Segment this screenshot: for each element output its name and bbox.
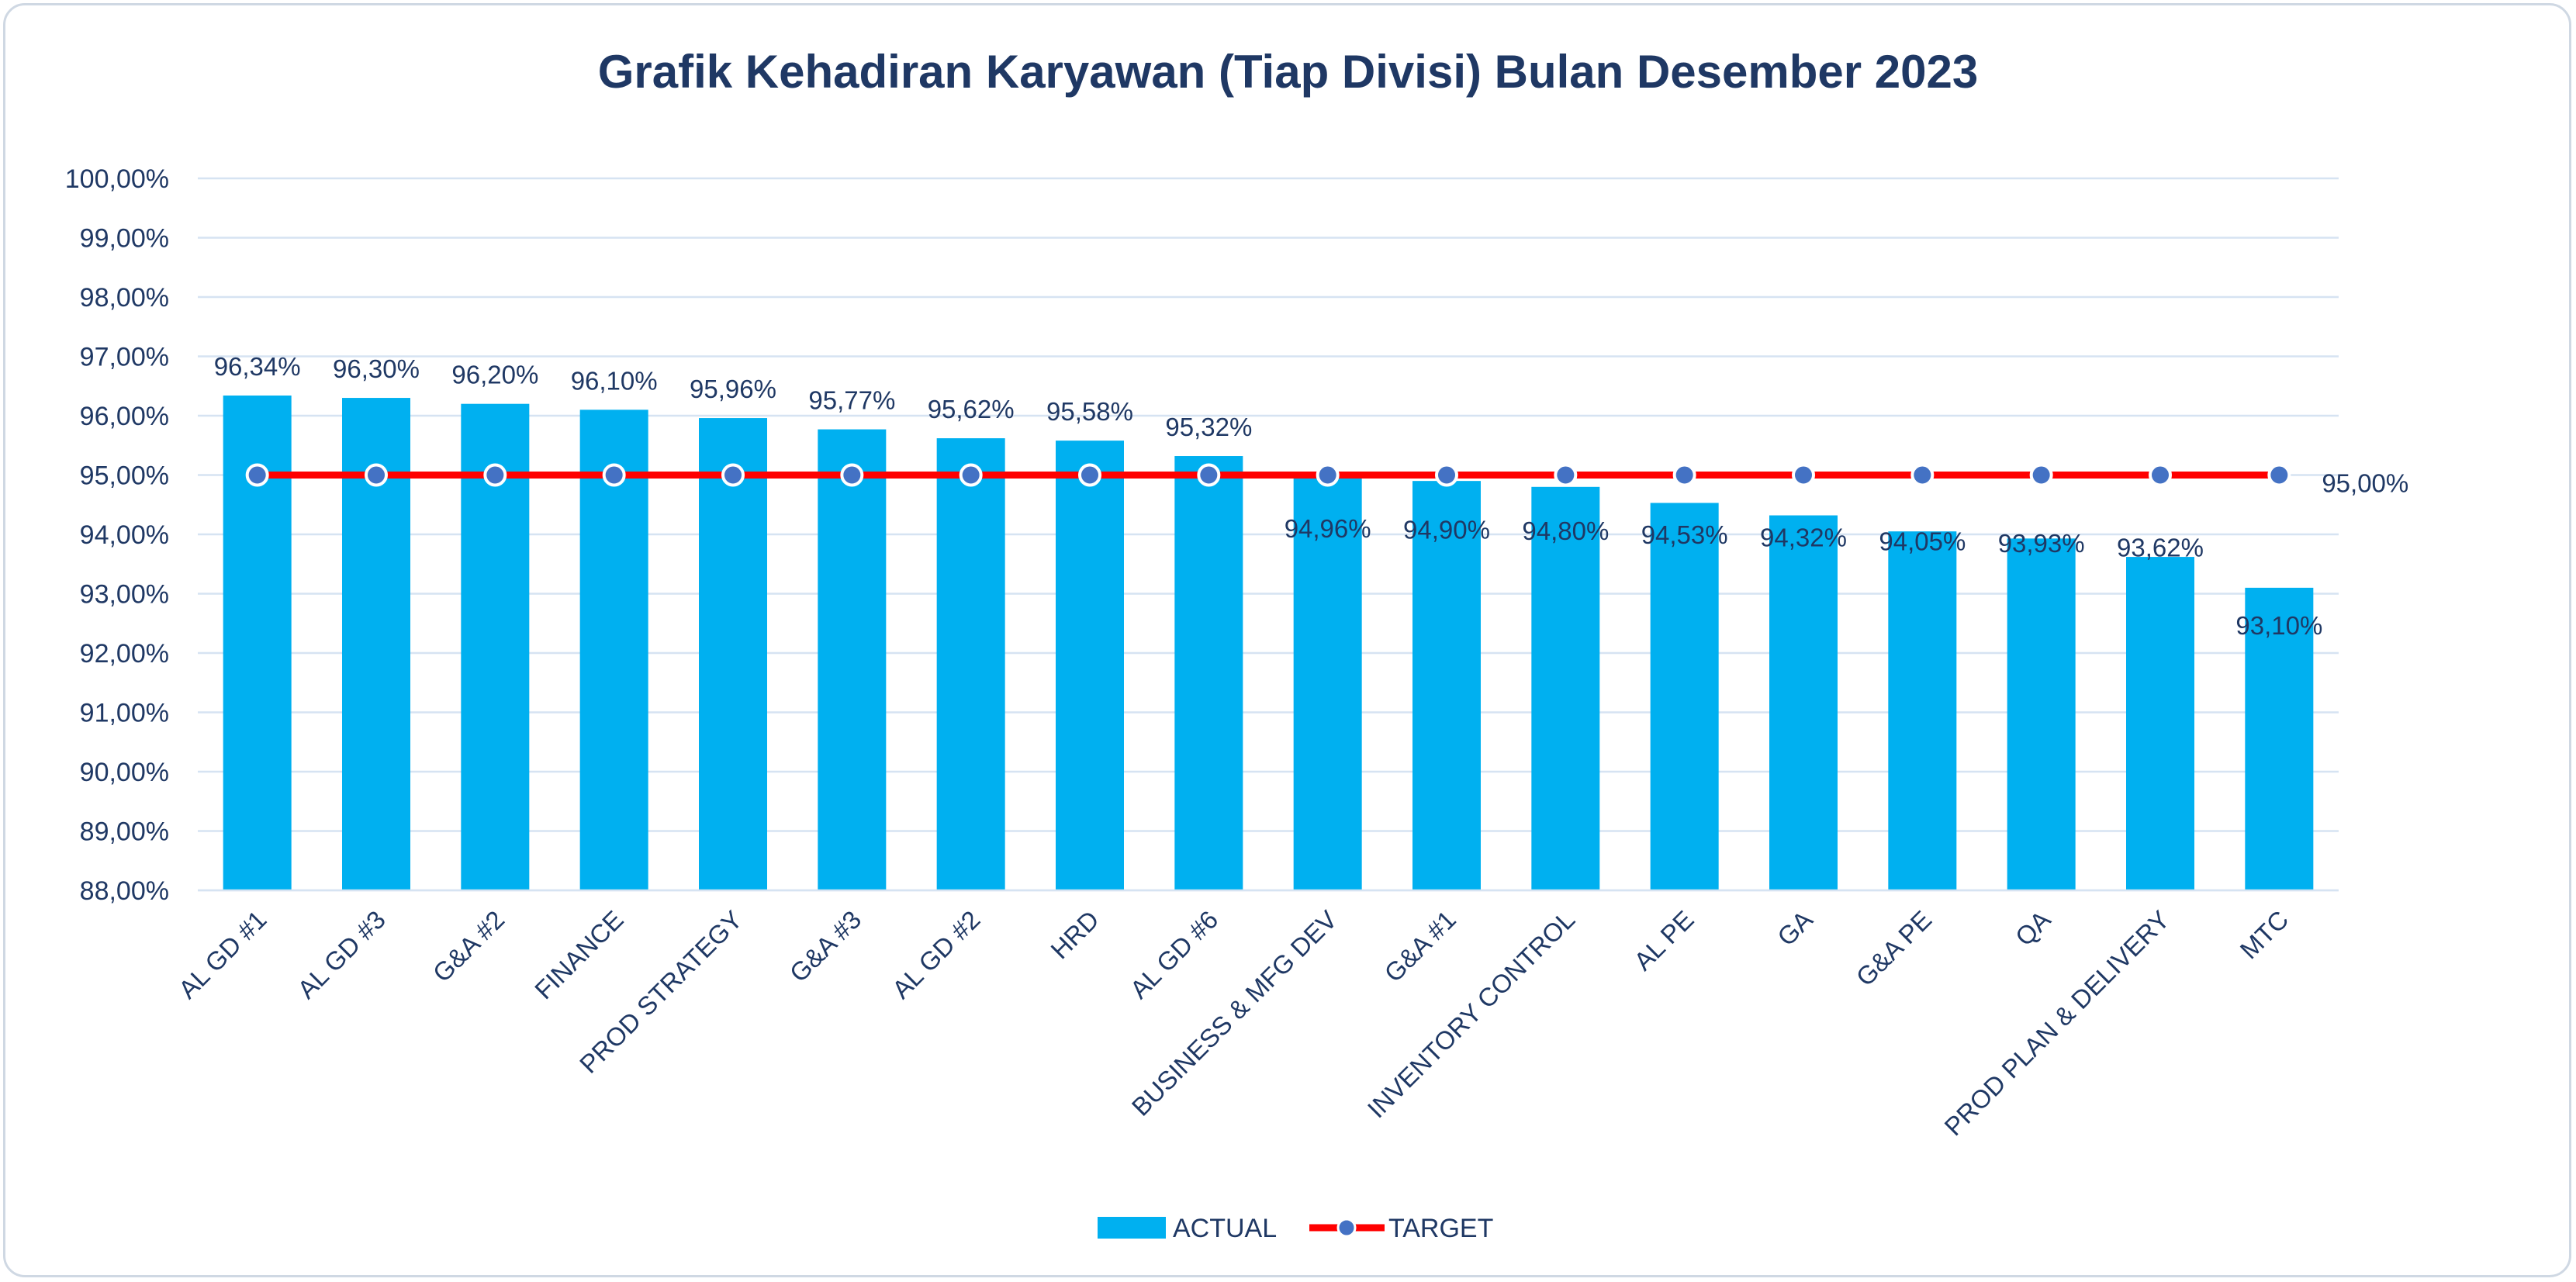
target-marker [721, 463, 745, 487]
y-tick-label: 95,00% [80, 461, 169, 491]
target-end-label: 95,00% [2322, 469, 2408, 498]
bar-data-labels: 96,34% 96,30% 96,20% 96,10% 95,96% 95,77% 95,6… [214, 352, 2323, 640]
bar [1769, 515, 1838, 890]
x-category-label: G&A #2 [427, 905, 510, 988]
bar-data-label: 94,96% [1285, 514, 1371, 543]
x-category-label: G&A #3 [784, 905, 867, 988]
bar [2126, 557, 2194, 890]
legend-label-target: TARGET [1388, 1214, 1493, 1243]
grid-lines [198, 177, 2339, 892]
x-category-label: GA [1772, 905, 1818, 952]
bar-data-label: 94,90% [1403, 515, 1490, 544]
legend: ACTUAL TARGET [1098, 1214, 1493, 1243]
target-marker [1197, 463, 1221, 487]
bar [699, 418, 767, 890]
y-tick-label: 99,00% [80, 224, 169, 254]
bar-data-label: 95,58% [1046, 397, 1133, 426]
x-category-label: FINANCE [529, 905, 629, 1005]
bar-data-label: 96,34% [214, 352, 301, 381]
chart-title: Grafik Kehadiran Karyawan (Tiap Divisi) … [597, 46, 1979, 98]
bar [1293, 477, 1362, 890]
bar [2245, 587, 2314, 890]
bar [579, 409, 648, 890]
target-marker [959, 463, 983, 487]
bar-data-label: 93,62% [2117, 533, 2204, 562]
x-category-label: BUSINESS & MFG DEV [1126, 905, 1343, 1121]
legend-swatch-actual [1098, 1217, 1166, 1239]
bar [818, 429, 887, 890]
bar [1056, 441, 1124, 890]
x-category-label: G&A PE [1851, 905, 1938, 992]
x-category-label: INVENTORY CONTROL [1362, 905, 1581, 1124]
bar-data-label: 94,80% [1522, 517, 1609, 545]
y-tick-label: 89,00% [80, 817, 169, 847]
x-category-label: MTC [2235, 905, 2294, 965]
y-tick-label: 94,00% [80, 520, 169, 550]
y-tick-label: 90,00% [80, 758, 169, 787]
target-marker [2267, 463, 2291, 487]
bar [1650, 503, 1719, 890]
target-marker [1078, 463, 1101, 487]
target-marker [1435, 463, 1458, 487]
x-category-label: AL GD #3 [292, 905, 391, 1004]
x-category-label: HRD [1045, 905, 1105, 965]
target-marker [1554, 463, 1578, 487]
bar-data-label: 93,93% [1998, 529, 2085, 558]
bar [1531, 486, 1600, 890]
target-marker [1672, 463, 1696, 487]
bar-data-label: 96,20% [451, 361, 538, 389]
y-tick-label: 96,00% [80, 402, 169, 431]
target-marker [1910, 463, 1935, 487]
bar-data-label: 94,53% [1641, 520, 1728, 549]
y-tick-label: 98,00% [80, 283, 169, 313]
y-tick-label: 92,00% [80, 639, 169, 669]
bar [1888, 531, 1957, 890]
bar [1412, 481, 1481, 890]
y-axis: 88,00% 89,00% 90,00% 91,00% 92,00% 93,00% 94,0… [65, 164, 169, 906]
target-marker [840, 463, 864, 487]
x-category-label: AL PE [1628, 905, 1699, 976]
target-marker [2029, 463, 2053, 487]
bar [936, 438, 1005, 890]
bar-data-label: 96,30% [333, 354, 420, 383]
x-category-label: QA [2010, 905, 2056, 952]
x-category-label: AL GD #6 [1125, 905, 1224, 1004]
bars-actual [223, 395, 2314, 890]
target-line-series: 95,00% [245, 463, 2408, 498]
y-tick-label: 91,00% [80, 699, 169, 728]
x-category-label: AL GD #1 [173, 905, 272, 1004]
x-category-label: PROD PLAN & DELIVERY [1938, 905, 2175, 1142]
target-marker [2149, 463, 2172, 487]
bar-data-label: 95,96% [690, 375, 776, 403]
y-tick-label: 88,00% [80, 876, 169, 906]
bar-data-label: 94,32% [1760, 524, 1847, 552]
target-marker [1316, 463, 1340, 487]
legend-label-actual: ACTUAL [1173, 1214, 1277, 1243]
target-marker [245, 463, 269, 487]
x-category-label: AL GD #2 [887, 905, 986, 1004]
bar-data-label: 94,05% [1879, 527, 1966, 556]
x-category-label: G&A #1 [1378, 905, 1461, 988]
bar [2007, 538, 2076, 890]
target-marker [483, 463, 507, 487]
target-marker [365, 463, 388, 487]
bar-data-label: 95,77% [808, 386, 895, 415]
bar [1174, 456, 1243, 890]
bar-data-label: 93,10% [2235, 611, 2322, 640]
y-tick-label: 93,00% [80, 580, 169, 610]
bar-data-label: 95,32% [1165, 413, 1252, 441]
legend-swatch-target-marker [1336, 1218, 1357, 1238]
y-tick-label: 97,00% [80, 343, 169, 372]
bar-data-label: 95,62% [928, 395, 1015, 423]
target-marker [1792, 463, 1815, 487]
target-marker [602, 463, 626, 487]
y-tick-label: 100,00% [65, 164, 169, 194]
bar-data-label: 96,10% [571, 366, 658, 395]
